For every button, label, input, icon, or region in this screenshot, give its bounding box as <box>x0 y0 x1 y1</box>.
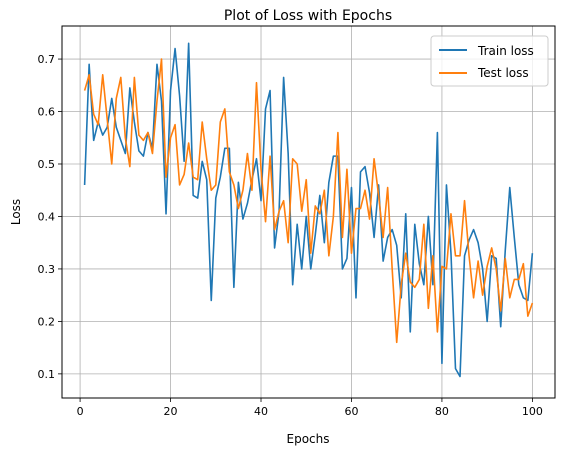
x-tick-label: 20 <box>164 405 178 418</box>
x-tick-label: 60 <box>344 405 358 418</box>
y-tick-label: 0.5 <box>38 158 56 171</box>
x-tick-label: 0 <box>77 405 84 418</box>
x-tick-label: 100 <box>522 405 543 418</box>
x-tick-label: 40 <box>254 405 268 418</box>
axis-ticks: 0 20 40 60 80 100 0.1 0.2 0.3 0.4 0.5 0.6 0.7 <box>38 53 543 418</box>
y-tick-label: 0.4 <box>38 210 56 223</box>
y-axis-label: Loss <box>9 199 23 225</box>
plot-frame <box>61 25 556 399</box>
y-tick-label: 0.1 <box>38 368 56 381</box>
y-tick-label: 0.3 <box>38 263 56 276</box>
x-tick-label: 80 <box>435 405 449 418</box>
y-tick-label: 0.2 <box>38 315 56 328</box>
x-axis-label: Epochs <box>287 432 330 446</box>
y-tick-label: 0.6 <box>38 106 56 119</box>
legend-label-train: Train loss <box>477 44 534 58</box>
series-lines <box>83 42 534 378</box>
legend-label-test: Test loss <box>477 66 529 80</box>
y-tick-label: 0.7 <box>38 53 56 66</box>
chart-title: Plot of Loss with Epochs <box>224 8 392 24</box>
test-loss-line <box>83 58 534 344</box>
legend: Train loss Test loss <box>430 35 549 87</box>
